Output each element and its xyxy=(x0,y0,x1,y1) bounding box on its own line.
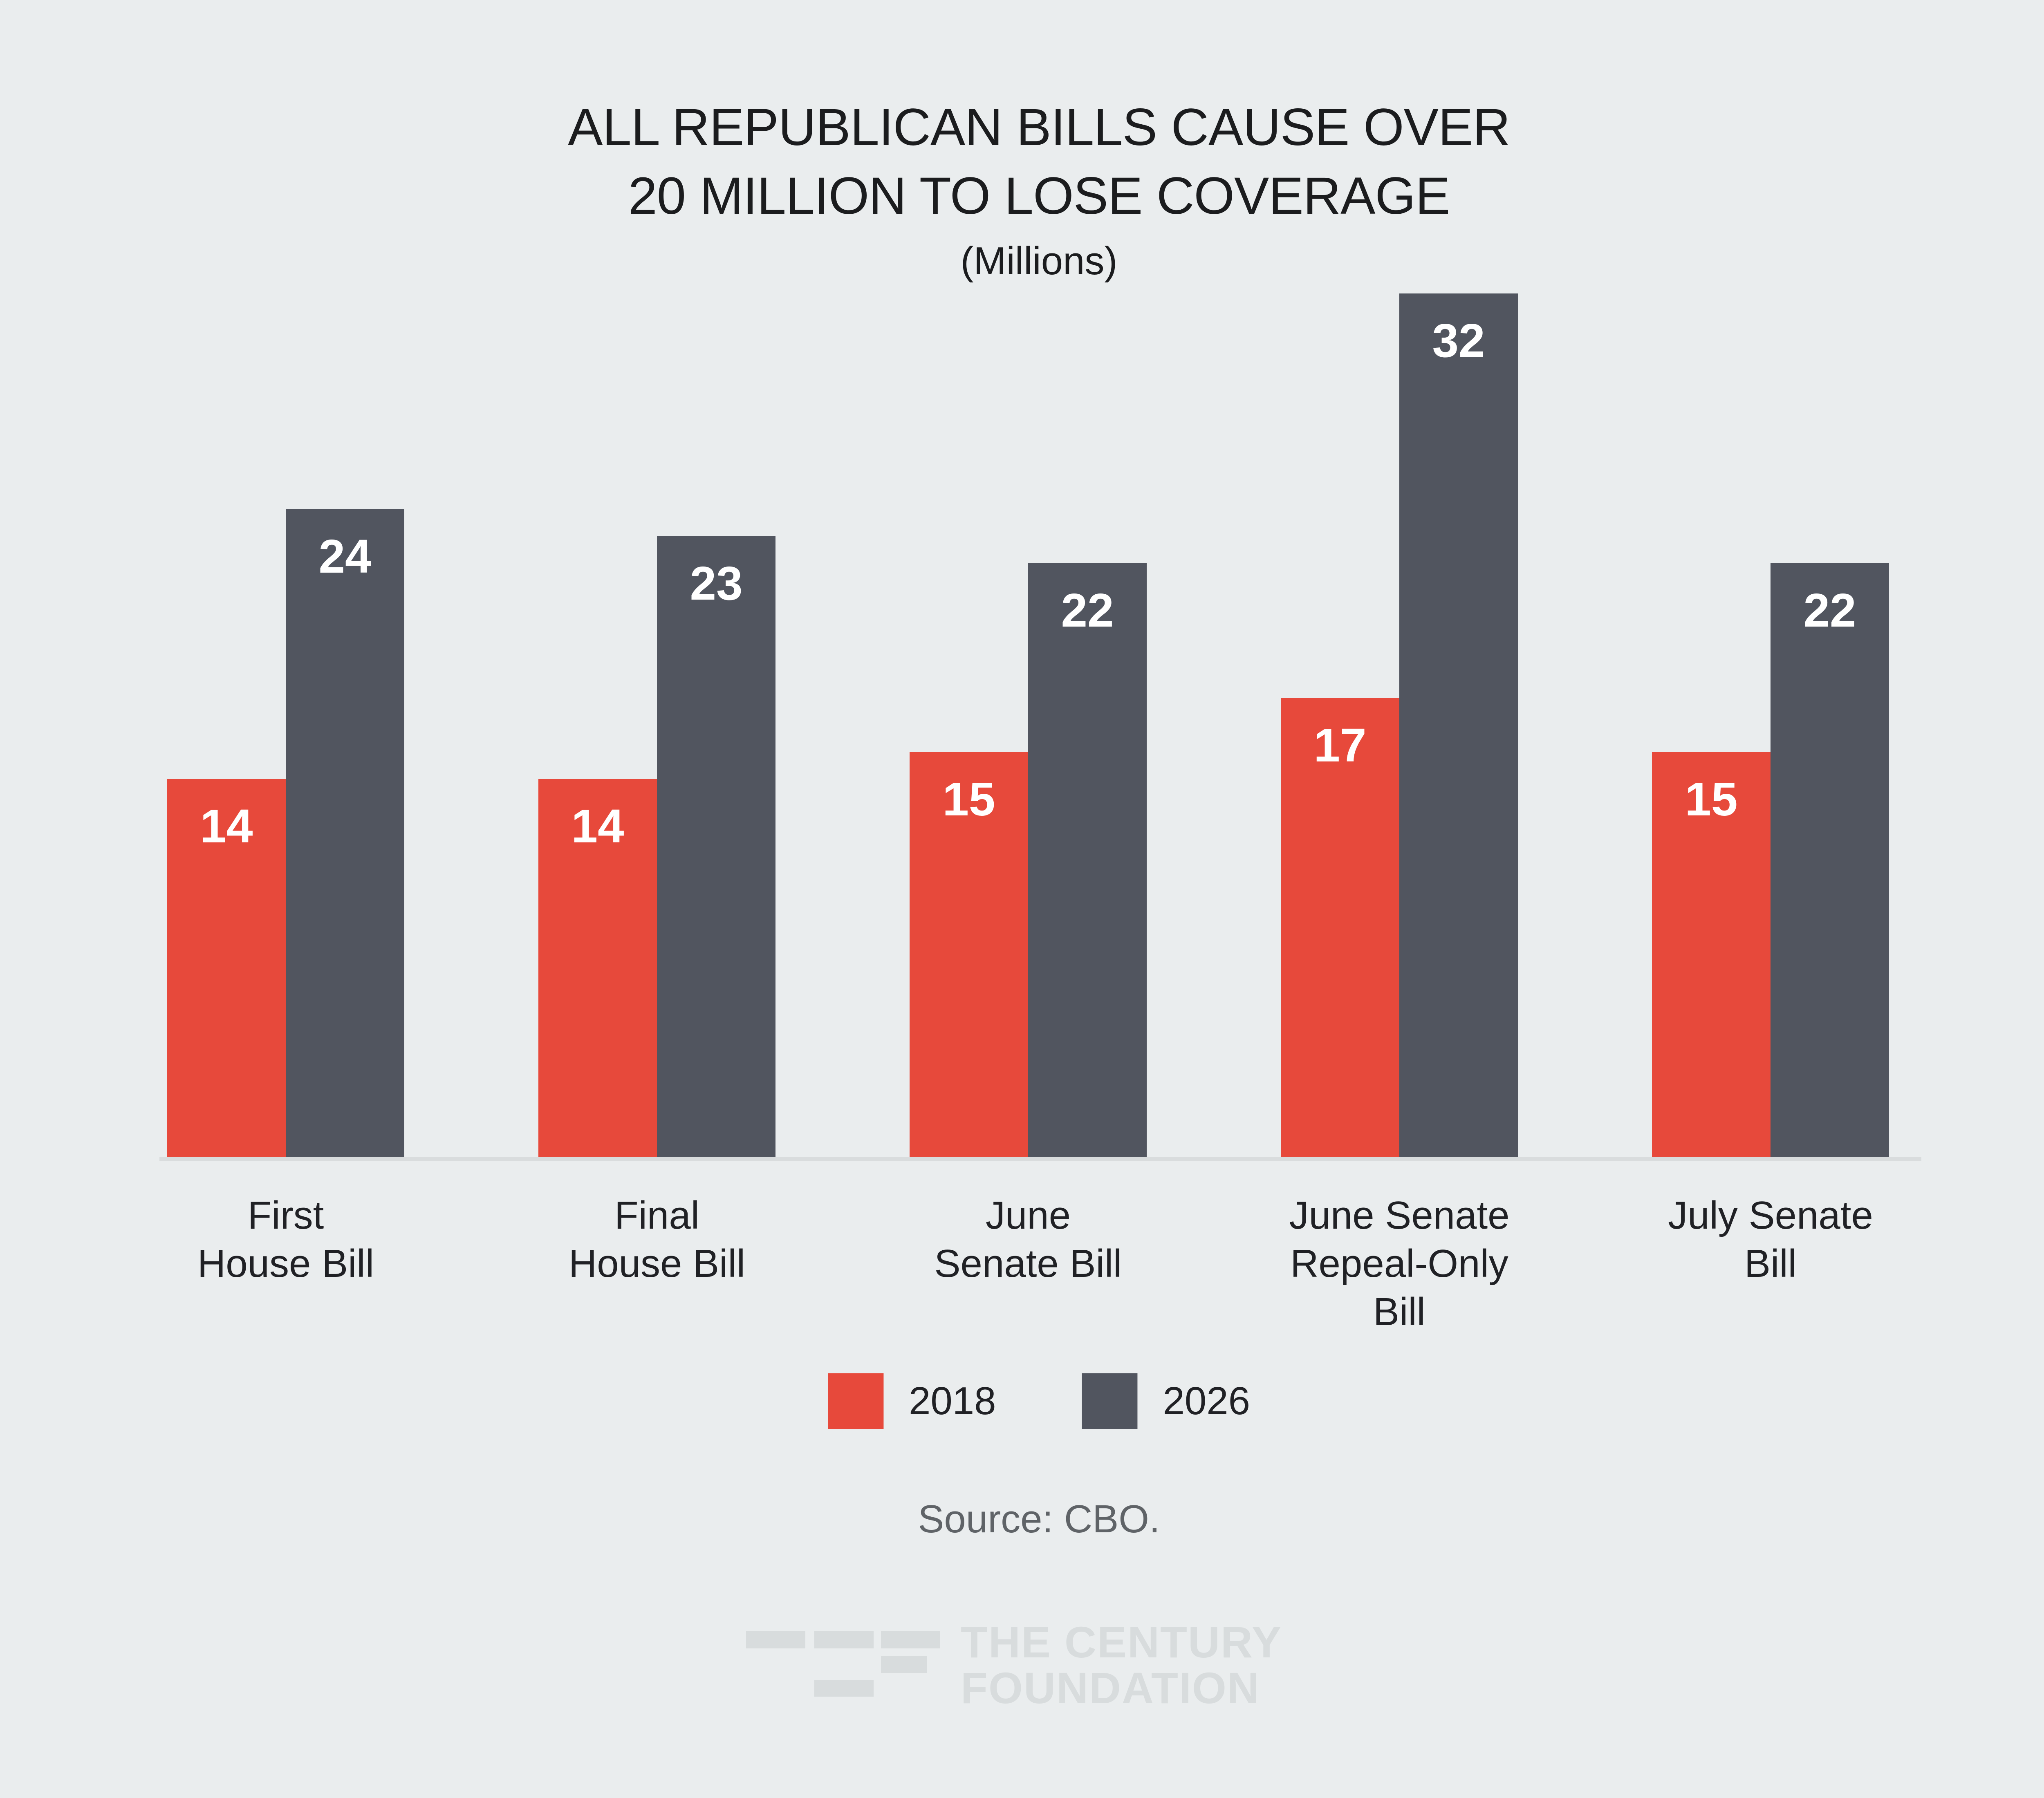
bar-value-label: 23 xyxy=(690,557,743,610)
legend-swatch-2026 xyxy=(1082,1373,1138,1429)
bar-value-label: 15 xyxy=(1685,772,1738,826)
category-label-first-house-bill: First House Bill xyxy=(197,1193,374,1285)
legend-item-2026: 2026 xyxy=(1082,1373,1251,1429)
bar-2026-first-house-bill: 24 xyxy=(286,509,404,1157)
bar-2018-first-house-bill: 14 xyxy=(167,779,286,1157)
bar-value-label: 14 xyxy=(200,799,253,853)
logo-text-line-2: FOUNDATION xyxy=(961,1663,1260,1713)
x-axis-line xyxy=(159,1157,1921,1161)
source-note: Source: CBO. xyxy=(918,1497,1160,1541)
category-label-july-senate-bill: July Senate Bill xyxy=(1668,1193,1873,1285)
chart-title-line-1: ALL REPUBLICAN BILLS CAUSE OVER xyxy=(568,98,1511,157)
category-label-final-house-bill: Final House Bill xyxy=(568,1193,746,1285)
bar-value-label: 22 xyxy=(1061,584,1114,637)
bar-2018-june-senate-bill: 15 xyxy=(910,752,1028,1157)
bar-value-label: 24 xyxy=(318,530,372,583)
bar-2026-june-senate-repeal-only-bill: 32 xyxy=(1399,293,1518,1157)
category-label-june-senate-repeal-only-bill: June Senate Repeal-Only Bill xyxy=(1289,1193,1510,1334)
bar-value-label: 14 xyxy=(571,799,624,853)
bar-2018-june-senate-repeal-only-bill: 17 xyxy=(1281,698,1399,1157)
bar-2026-july-senate-bill: 22 xyxy=(1771,563,1889,1157)
bar-value-label: 17 xyxy=(1313,719,1367,772)
legend-swatch-2018 xyxy=(827,1373,883,1429)
plot-area: 14 24 14 23 15 22 17 32 15 22 xyxy=(167,293,1889,1157)
bar-value-label: 32 xyxy=(1432,314,1485,367)
bar-2018-july-senate-bill: 15 xyxy=(1652,752,1771,1157)
logo-bar xyxy=(881,1631,940,1648)
logo-bar xyxy=(814,1680,874,1697)
legend-item-2018: 2018 xyxy=(827,1373,996,1429)
bar-2026-june-senate-bill: 22 xyxy=(1028,563,1147,1157)
logo-bar xyxy=(881,1656,927,1673)
century-foundation-logo-text: THE CENTURY FOUNDATION xyxy=(961,1619,1282,1711)
bar-value-label: 15 xyxy=(942,772,995,826)
logo-bar xyxy=(746,1631,805,1648)
chart-subtitle: (Millions) xyxy=(960,239,1118,283)
category-label-june-senate-bill: June Senate Bill xyxy=(934,1193,1122,1285)
legend: 2018 2026 xyxy=(827,1373,1251,1429)
logo-text-line-1: THE CENTURY xyxy=(961,1617,1282,1667)
logo-bar xyxy=(814,1631,874,1648)
bar-2026-final-house-bill: 23 xyxy=(657,536,775,1157)
chart-title-line-2: 20 MILLION TO LOSE COVERAGE xyxy=(628,167,1450,225)
legend-label-2018: 2018 xyxy=(908,1379,996,1423)
legend-label-2026: 2026 xyxy=(1163,1379,1251,1423)
bar-2018-final-house-bill: 14 xyxy=(538,779,657,1157)
chart-title-block: ALL REPUBLICAN BILLS CAUSE OVER 20 MILLI… xyxy=(0,93,2044,284)
bar-value-label: 22 xyxy=(1803,584,1856,637)
